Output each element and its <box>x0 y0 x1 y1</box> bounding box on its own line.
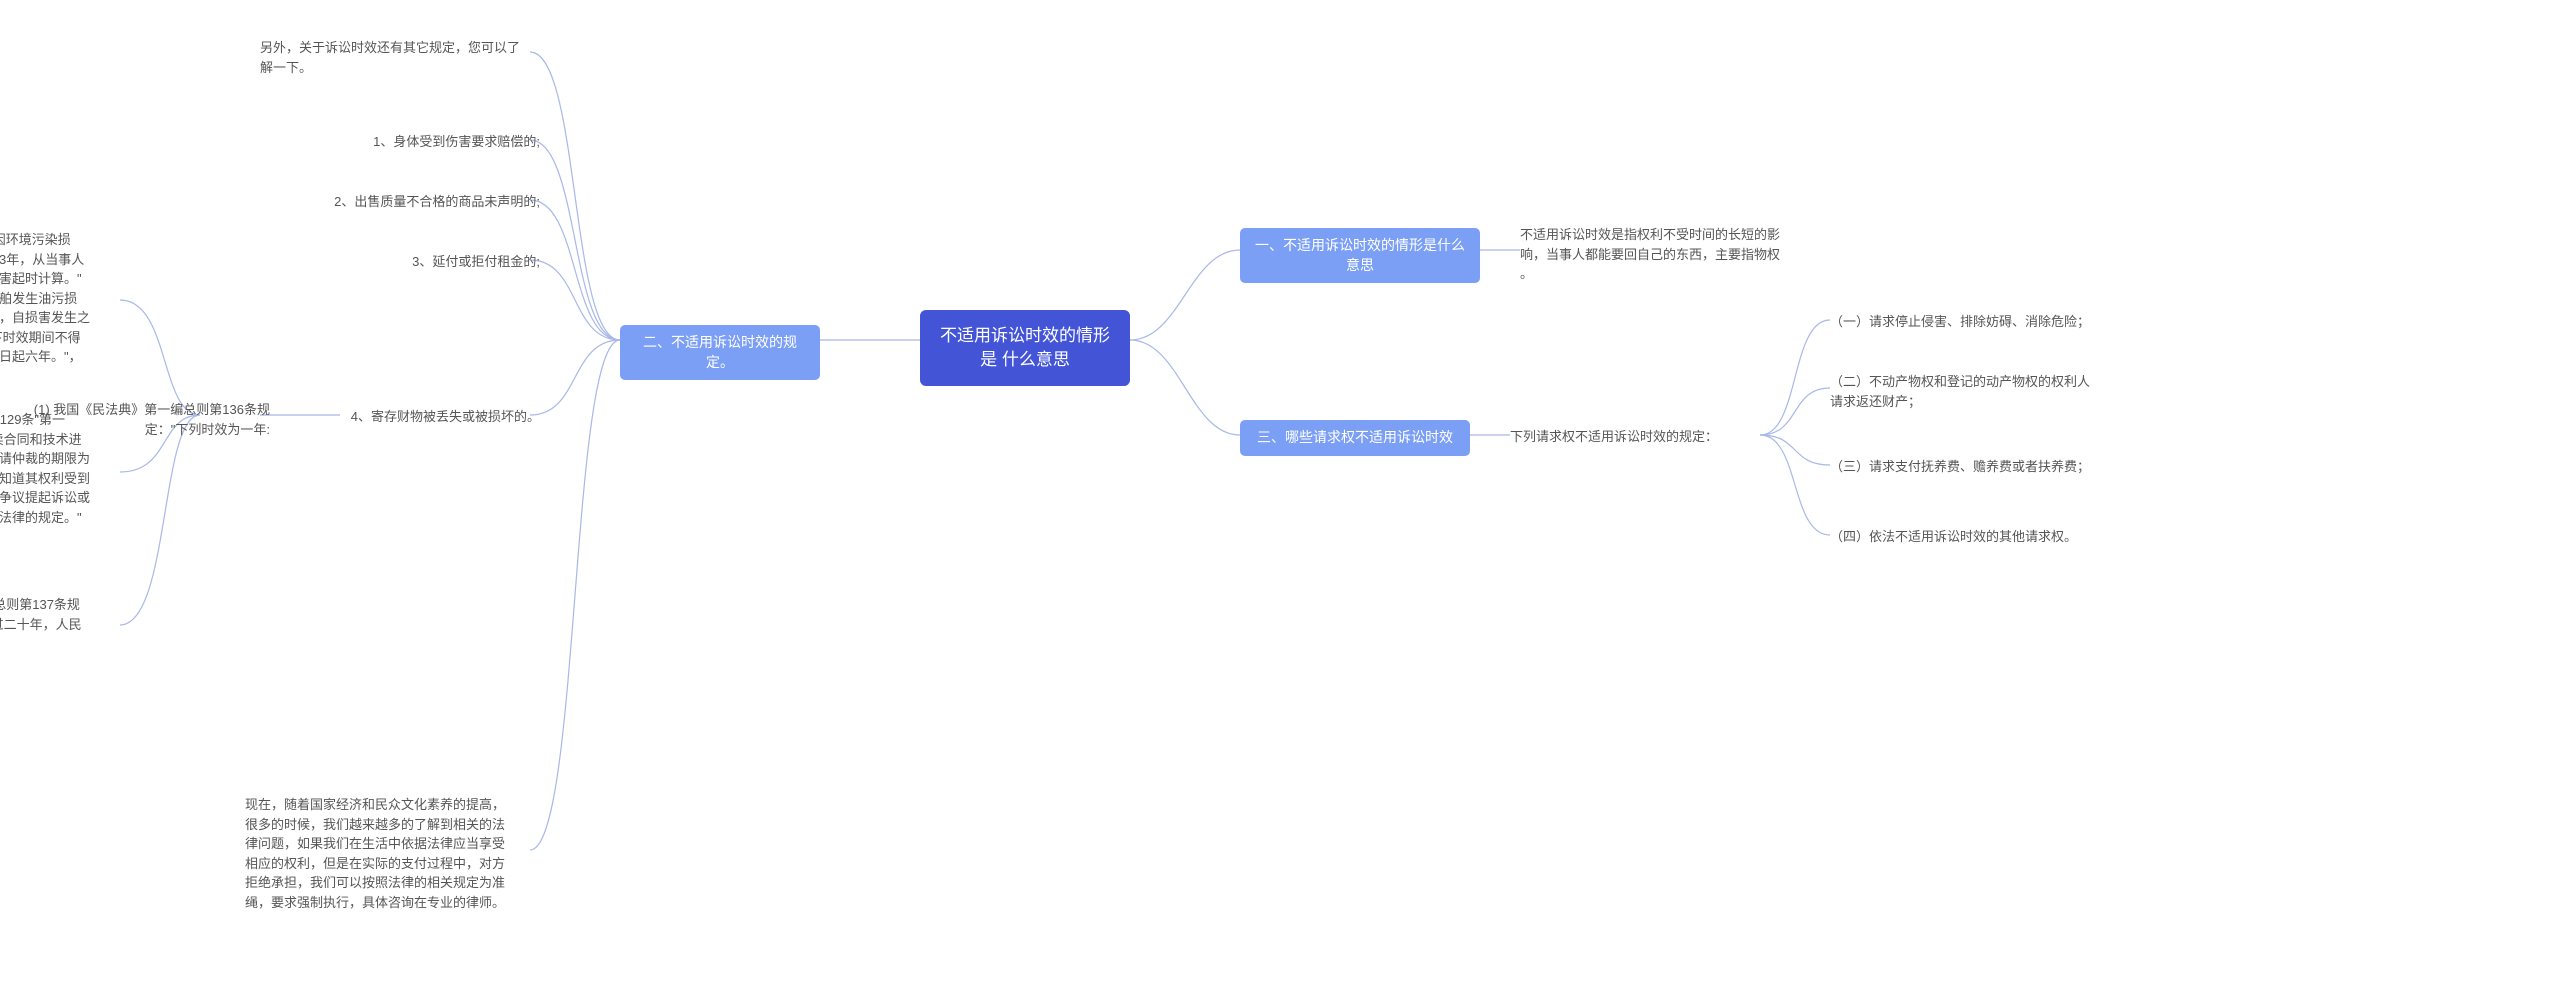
branch-2-label: 二、不适用诉讼时效的规定。 <box>643 334 797 370</box>
branch-1[interactable]: 一、不适用诉讼时效的情形是什么 意思 <box>1240 228 1480 283</box>
branch-3-note: 下列请求权不适用诉讼时效的规定： <box>1510 427 1760 447</box>
root-node[interactable]: 不适用诉讼时效的情形是 什么意思 <box>920 310 1130 386</box>
branch-2-item-4: 4、寄存财物被丢失或被损坏的。 <box>340 407 540 427</box>
branch-2-note-top: 另外，关于诉讼时效还有其它规定，您可以了 解一下。 <box>260 38 540 77</box>
branch-2-item-3: 3、延付或拒付租金的; <box>380 252 540 272</box>
branch-2-sub4-child-3: （4）我国《民法典》第一编总则第137条规 定："从权利被侵害之日起超过二十年，… <box>0 595 120 654</box>
branch-3-item-2: （二）不动产物权和登记的动产物权的权利人 请求返还财产； <box>1830 372 2130 411</box>
branch-3-label: 三、哪些请求权不适用诉讼时效 <box>1257 429 1453 445</box>
branch-1-note: 不适用诉讼时效是指权利不受时间的长短的影 响，当事人都能要回自己的东西，主要指物… <box>1520 225 1810 284</box>
branch-2-note-bottom: 现在，随着国家经济和民众文化素养的提高， 很多的时候，我们越来越多的了解到相关的… <box>245 795 535 912</box>
branch-2-item-1: 1、身体受到伤害要求赔偿的; <box>340 132 540 152</box>
branch-2[interactable]: 二、不适用诉讼时效的规定。 <box>620 325 820 380</box>
branch-2-item-2: 2、出售质量不合格的商品未声明的; <box>310 192 540 212</box>
branch-2-sub4-child-2: （3）《民法典》第三编合同第129条"第一 百二十九条："因国际货物买卖合同和技… <box>0 410 120 547</box>
branch-2-sub4-child-1: （2）《环境保护法》第42条"因环境污染损 害赔偿提起诉讼的时效期间为3年，从当… <box>0 230 120 386</box>
branch-3[interactable]: 三、哪些请求权不适用诉讼时效 <box>1240 420 1470 456</box>
branch-3-item-4: （四）依法不适用诉讼时效的其他请求权。 <box>1830 527 2130 547</box>
root-text: 不适用诉讼时效的情形是 什么意思 <box>940 326 1110 369</box>
branch-1-label: 一、不适用诉讼时效的情形是什么 意思 <box>1255 237 1465 273</box>
branch-3-item-3: （三）请求支付抚养费、赡养费或者扶养费； <box>1830 457 2130 477</box>
branch-3-item-1: （一）请求停止侵害、排除妨碍、消除危险； <box>1830 312 2130 332</box>
